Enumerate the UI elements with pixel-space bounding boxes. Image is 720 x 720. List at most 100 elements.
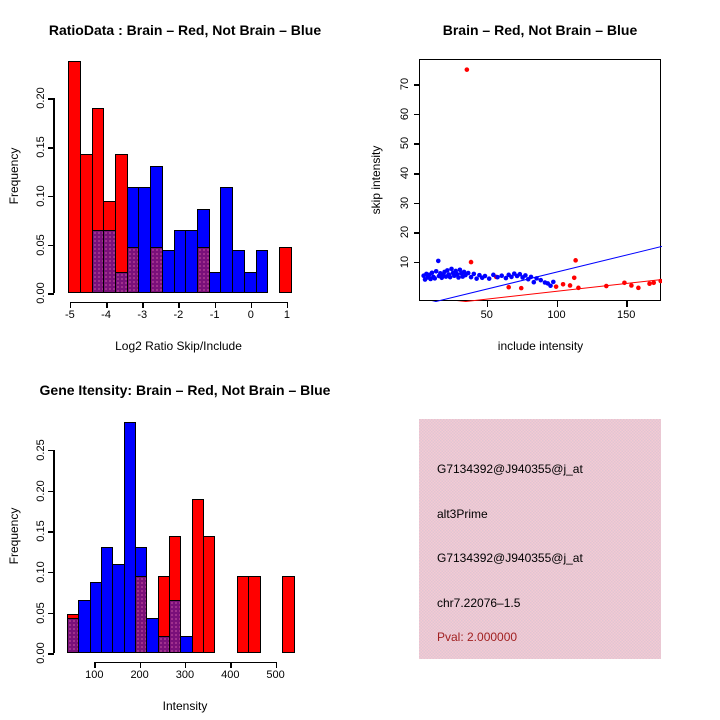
scatter-xlabel: include intensity [497, 339, 584, 353]
x-tick-label: 400 [221, 668, 240, 681]
y-axis-tick [414, 202, 420, 205]
scatter-point-red [506, 284, 511, 290]
y-tick-label: 0.00 [35, 282, 47, 305]
hist-bar-overlap [103, 230, 116, 293]
scatter-point-blue [499, 273, 505, 279]
y-axis-tick [48, 293, 55, 295]
y-axis-tick [48, 490, 55, 492]
scatter-point-blue [429, 270, 435, 276]
x-axis-tick [286, 301, 289, 308]
splice-type-line: alt3Prime [437, 507, 488, 521]
y-axis-tick [414, 261, 420, 264]
x-tick-label: -4 [101, 308, 111, 321]
y-tick-label: 40 [399, 166, 411, 180]
hist-bar-red [282, 576, 295, 653]
x-tick-label: -3 [137, 308, 148, 321]
hist-bar-overlap [92, 230, 104, 293]
scatter-point-red [629, 283, 634, 288]
y-tick-label: 60 [399, 107, 411, 121]
y-tick-label: 0.15 [35, 136, 47, 158]
scatter-point-red [553, 284, 559, 289]
scatter-point-red [647, 281, 652, 286]
scatter-point-blue [495, 274, 500, 280]
y-axis-tick [48, 449, 55, 452]
scatter-point-blue [517, 271, 523, 277]
x-axis-tick [626, 301, 628, 307]
x-axis-tick [275, 661, 278, 668]
x-axis-tick [230, 661, 232, 668]
scatter-point-blue [468, 274, 474, 280]
x-tick-label: 0 [247, 308, 254, 321]
scatter-point-blue [433, 268, 439, 274]
y-axis-tick [48, 147, 55, 149]
hist-bar-overlap [197, 247, 210, 293]
ratio-hist-title: RatioData : Brain – Red, Not Brain – Blu… [48, 22, 322, 38]
x-axis-tick [556, 301, 558, 307]
y-axis-tick [48, 244, 55, 247]
scatter-canvas [421, 67, 662, 302]
scatter-point-blue [471, 271, 477, 277]
y-axis-tick [48, 612, 55, 615]
y-axis-tick [414, 113, 420, 116]
scatter-point-blue [531, 279, 537, 285]
hist-bar-blue [232, 250, 245, 293]
hist-bar-overlap [169, 600, 181, 653]
scatter-point-red [651, 280, 657, 286]
scatter-point-blue [457, 267, 463, 273]
y-tick-label: 30 [399, 196, 411, 209]
y-tick-label: 50 [399, 137, 411, 150]
scatter-point-red [464, 67, 470, 72]
x-axis-tick [94, 661, 96, 668]
gene-hist-title: Gene Itensity: Brain – Red, Not Brain – … [39, 382, 331, 398]
y-axis-line [53, 449, 55, 654]
hist-bar-red [248, 576, 261, 653]
y-tick-label: 0.00 [35, 642, 47, 665]
hist-bar-red [203, 536, 215, 653]
y-tick-label: 0.05 [35, 601, 47, 624]
y-tick-label: 0.25 [35, 439, 47, 461]
scatter-plot-box [419, 59, 662, 302]
hist-bar-red [279, 247, 292, 293]
scatter-point-red [468, 259, 474, 265]
ratio-hist-ylabel: Frequency [7, 147, 21, 205]
y-axis-tick [48, 653, 55, 655]
hist-bar-blue [220, 187, 233, 293]
x-axis-tick [142, 301, 144, 308]
scatter-point-red [636, 285, 641, 291]
y-tick-label: 0.10 [35, 561, 47, 583]
y-axis-tick [414, 232, 420, 234]
fit-line-blue [431, 245, 662, 302]
x-axis-tick [178, 301, 180, 308]
x-tick-label: 100 [547, 309, 566, 321]
scatter-point-blue [435, 258, 441, 264]
y-tick-label: 0.05 [35, 233, 47, 256]
scatter-point-blue [548, 283, 553, 289]
x-tick-label: 300 [175, 668, 195, 681]
scatter-point-blue [523, 273, 528, 278]
scatter-point-red [622, 280, 627, 286]
x-axis-tick [69, 301, 72, 308]
pval-line: Pval: 2.000000 [437, 630, 518, 644]
gene-hist-xlabel: Intensity [162, 699, 208, 713]
scatter-point-red [571, 275, 577, 281]
x-tick-label: 150 [617, 309, 636, 321]
x-axis-tick [486, 301, 489, 307]
gene-hist-ylabel: Frequency [7, 507, 21, 565]
x-axis-tick [106, 301, 108, 308]
scatter-point-blue [503, 275, 509, 281]
x-tick-label: 200 [130, 668, 149, 681]
scatter-title: Brain – Red, Not Brain – Blue [442, 22, 638, 38]
scatter-point-red [518, 285, 524, 291]
y-axis-tick [48, 531, 55, 533]
chromosome-line: chr7.22076–1.5 [437, 596, 521, 610]
scatter-point-blue [432, 276, 438, 281]
y-tick-label: 0.20 [35, 479, 47, 502]
hist-bar-overlap [135, 576, 147, 653]
y-axis-tick [48, 98, 55, 100]
x-axis-tick [214, 301, 217, 308]
scatter-ylabel: skip intensity [369, 145, 383, 215]
y-axis-tick [414, 84, 420, 86]
y-tick-label: 0.10 [35, 185, 47, 207]
scatter-point-blue [456, 275, 461, 280]
